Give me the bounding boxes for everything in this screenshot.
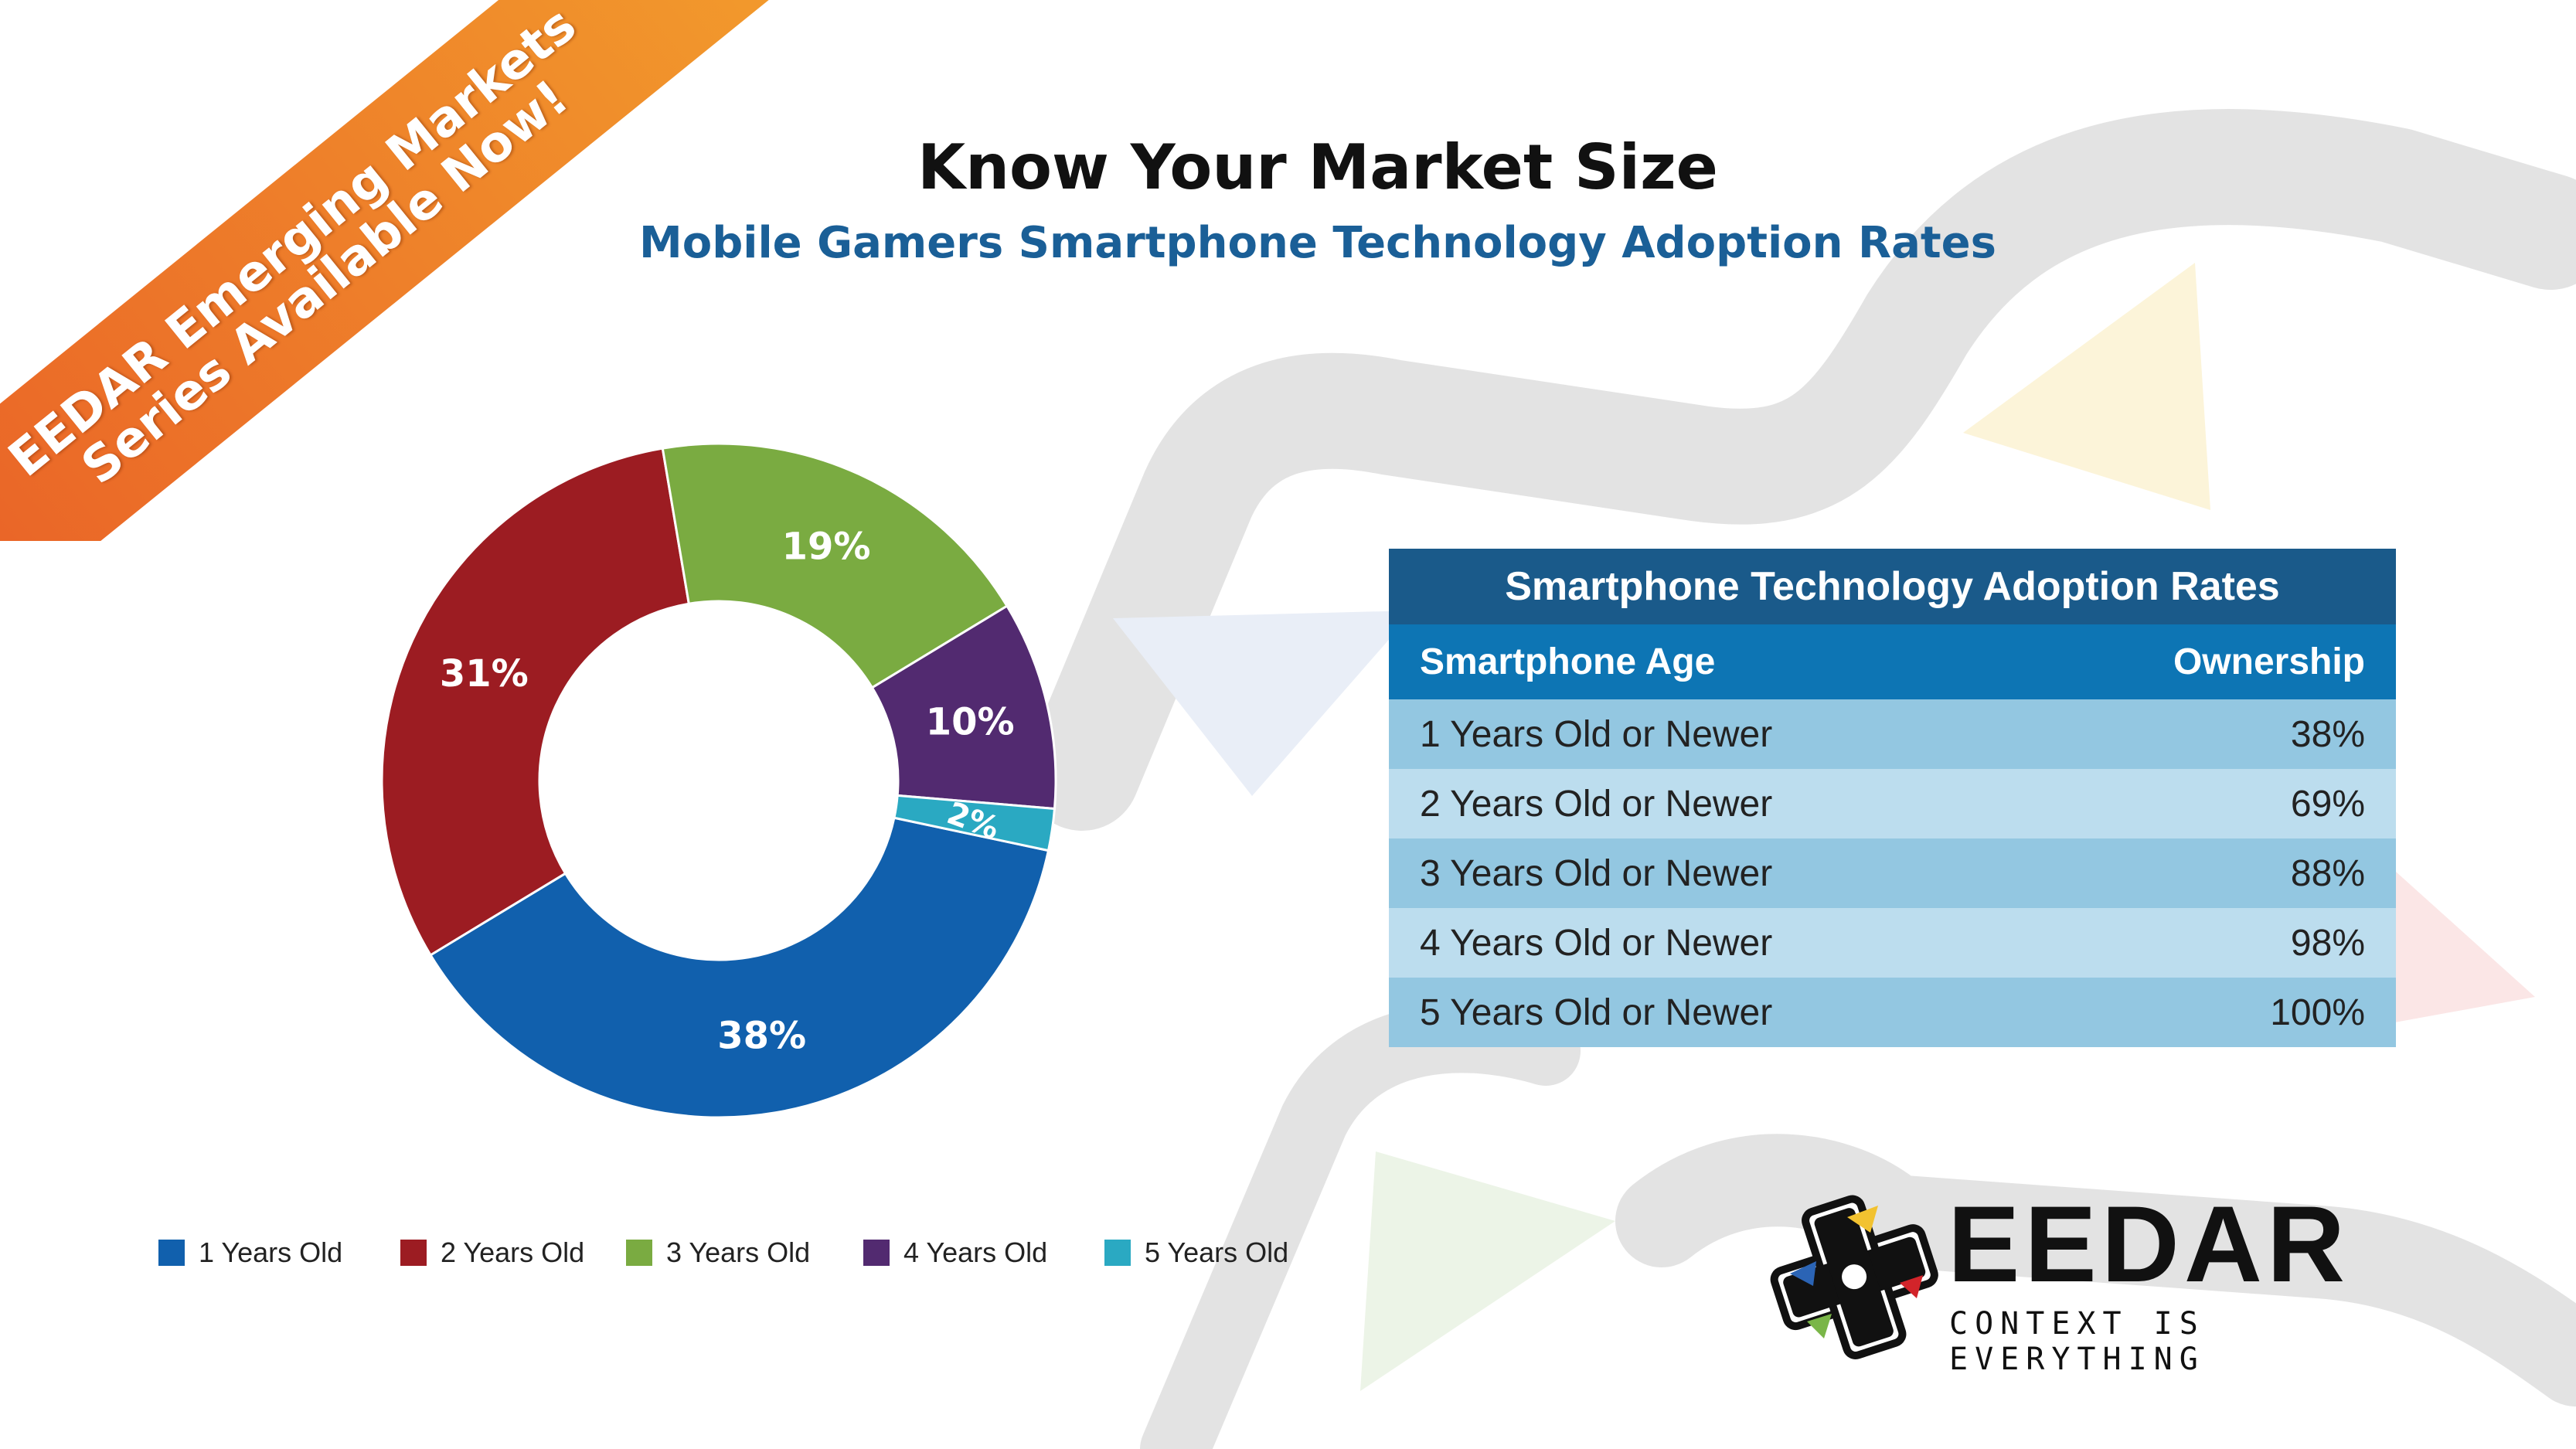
slice-2-years-old[interactable] — [380, 447, 691, 957]
header-smartphone-age: Smartphone Age — [1420, 641, 1716, 682]
legend-swatch — [1104, 1240, 1131, 1266]
row-ownership: 88% — [2290, 852, 2365, 894]
legend-label: 5 Years Old — [1145, 1236, 1289, 1268]
row-ownership: 98% — [2290, 922, 2365, 964]
legend-label: 1 Years Old — [199, 1236, 343, 1268]
legend-swatch — [158, 1240, 185, 1266]
table-row: 4 Years Old or Newer 98% — [1389, 908, 2396, 978]
legend-swatch — [400, 1240, 427, 1266]
slice-5-years-old[interactable] — [893, 794, 1057, 852]
table-row: 3 Years Old or Newer 88% — [1389, 838, 2396, 908]
legend-item: 5 Years Old — [1104, 1236, 1288, 1269]
donut-chart: 38%31%19%10%2% — [380, 442, 1057, 1119]
slice-label: 31% — [440, 652, 529, 696]
row-age: 5 Years Old or Newer — [1420, 992, 1773, 1033]
adoption-table: Smartphone Technology Adoption Rates Sma… — [1389, 549, 2396, 1047]
eedar-logo[interactable]: EEDAR CONTEXT IS EVERYTHING — [1762, 1183, 2419, 1377]
legend-item: 1 Years Old — [158, 1236, 342, 1269]
slice-3-years-old[interactable] — [661, 442, 1009, 689]
table-row: 2 Years Old or Newer 69% — [1389, 769, 2396, 838]
table-row: 1 Years Old or Newer 38% — [1389, 699, 2396, 769]
legend-label: 3 Years Old — [666, 1236, 811, 1268]
logo-tagline: CONTEXT IS EVERYTHING — [1949, 1306, 2205, 1377]
legend-item: 2 Years Old — [400, 1236, 584, 1269]
legend-item: 4 Years Old — [863, 1236, 1047, 1269]
legend-swatch — [626, 1240, 652, 1266]
slice-1-years-old[interactable] — [428, 816, 1050, 1119]
header-ownership: Ownership — [2173, 641, 2365, 682]
row-ownership: 100% — [2270, 992, 2365, 1033]
legend-label: 4 Years Old — [903, 1236, 1048, 1268]
row-age: 1 Years Old or Newer — [1420, 713, 1773, 755]
slice-label: 10% — [926, 701, 1015, 744]
row-age: 3 Years Old or Newer — [1420, 852, 1773, 894]
legend-swatch — [863, 1240, 890, 1266]
controller-icon — [1770, 1195, 1938, 1359]
page-title: Know Your Market Size — [917, 131, 1718, 203]
row-age: 4 Years Old or Newer — [1420, 922, 1773, 964]
row-age: 2 Years Old or Newer — [1420, 783, 1773, 825]
table-header-row: Smartphone Age Ownership — [1389, 624, 2396, 699]
slice-label: 38% — [717, 1014, 806, 1057]
row-ownership: 69% — [2290, 783, 2365, 825]
legend-label: 2 Years Old — [441, 1236, 585, 1268]
table-title: Smartphone Technology Adoption Rates — [1389, 549, 2396, 624]
legend-item: 3 Years Old — [626, 1236, 810, 1269]
slice-label: 19% — [782, 525, 871, 568]
table-row: 5 Years Old or Newer 100% — [1389, 978, 2396, 1047]
row-ownership: 38% — [2290, 713, 2365, 755]
logo-wordmark: EEDAR — [1948, 1183, 2350, 1304]
page-subtitle: Mobile Gamers Smartphone Technology Adop… — [639, 218, 1996, 268]
